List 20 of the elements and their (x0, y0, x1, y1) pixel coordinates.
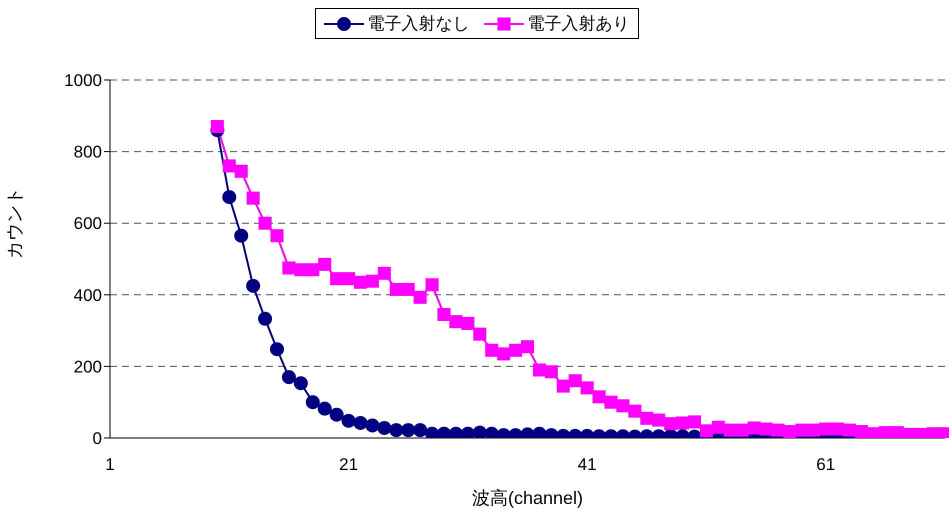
point (270, 342, 284, 356)
point (258, 312, 272, 326)
point (246, 278, 260, 293)
y-tick-label: 800 (74, 142, 102, 162)
x-tick-label: 41 (578, 455, 597, 474)
legend-label: 電子入射なし (368, 13, 470, 35)
y-tick-label: 400 (74, 286, 102, 305)
point (222, 190, 236, 204)
y-tick-label: 600 (74, 214, 102, 234)
x-tick-label: 21 (339, 455, 358, 474)
y-axis-title: カウント (4, 187, 24, 259)
y-tick-label: 1000 (64, 71, 102, 90)
point (234, 228, 248, 243)
legend-label: 電子入射あり (528, 13, 630, 35)
point (472, 426, 487, 438)
y-tick-label: 200 (74, 357, 102, 376)
x-tick-label: 61 (816, 455, 836, 474)
y-tick-label: 0 (92, 429, 102, 448)
x-tick-label: 1 (105, 455, 115, 474)
x-axis-title: 波高(channel) (472, 488, 584, 508)
